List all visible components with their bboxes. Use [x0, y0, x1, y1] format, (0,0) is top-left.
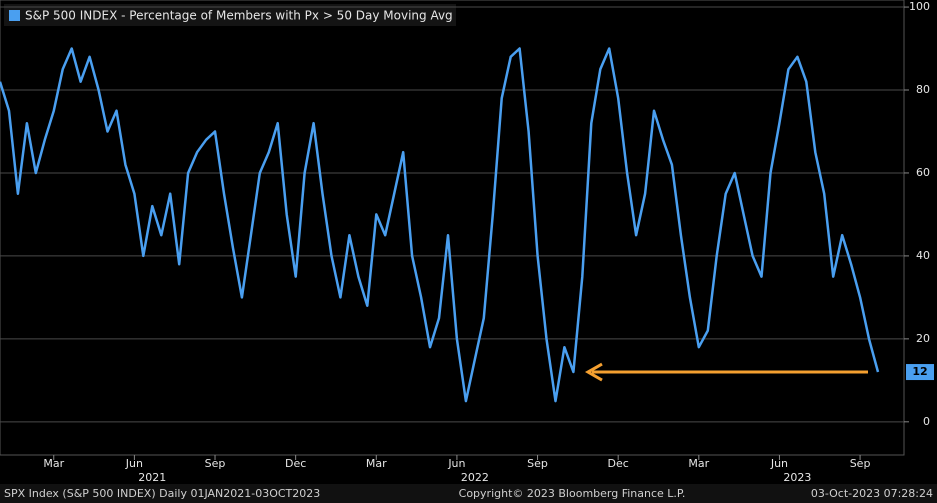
y-tick-label: 100: [909, 0, 930, 13]
footer-left: SPX Index (S&P 500 INDEX) Daily 01JAN202…: [4, 487, 320, 500]
y-tick-label: 80: [916, 83, 930, 96]
last-value-box: [906, 364, 934, 381]
x-tick-label: Jun: [125, 457, 143, 470]
x-tick-label: Sep: [527, 457, 548, 470]
x-tick-label: Dec: [608, 457, 629, 470]
year-label: 2023: [783, 471, 811, 484]
data-line: [0, 47, 880, 403]
legend-box: [4, 4, 456, 26]
year-label: 2022: [461, 471, 489, 484]
x-tick-label: Mar: [43, 457, 64, 470]
arrow-head: [584, 362, 603, 382]
x-tick-label: Mar: [688, 457, 709, 470]
last-value-label: 12: [912, 365, 927, 378]
y-tick-label: 60: [916, 166, 930, 179]
footer-center: Copyright© 2023 Bloomberg Finance L.P.: [459, 487, 686, 500]
plot-area: [0, 0, 905, 456]
x-tick-label: Sep: [850, 457, 871, 470]
x-tick-label: Sep: [205, 457, 226, 470]
footer-bar: [0, 484, 937, 503]
y-tick-label: 0: [923, 415, 930, 428]
footer-right: 03-Oct-2023 07:28:24: [811, 487, 933, 500]
x-tick-label: Mar: [366, 457, 387, 470]
x-tick-label: Dec: [285, 457, 306, 470]
y-tick-label: 40: [916, 249, 930, 262]
legend-label: S&P 500 INDEX - Percentage of Members wi…: [25, 9, 453, 23]
y-tick-label: 20: [916, 332, 930, 345]
x-tick-label: Jun: [770, 457, 788, 470]
year-label: 2021: [138, 471, 166, 484]
legend-swatch: [9, 10, 20, 21]
x-tick-label: Jun: [447, 457, 465, 470]
